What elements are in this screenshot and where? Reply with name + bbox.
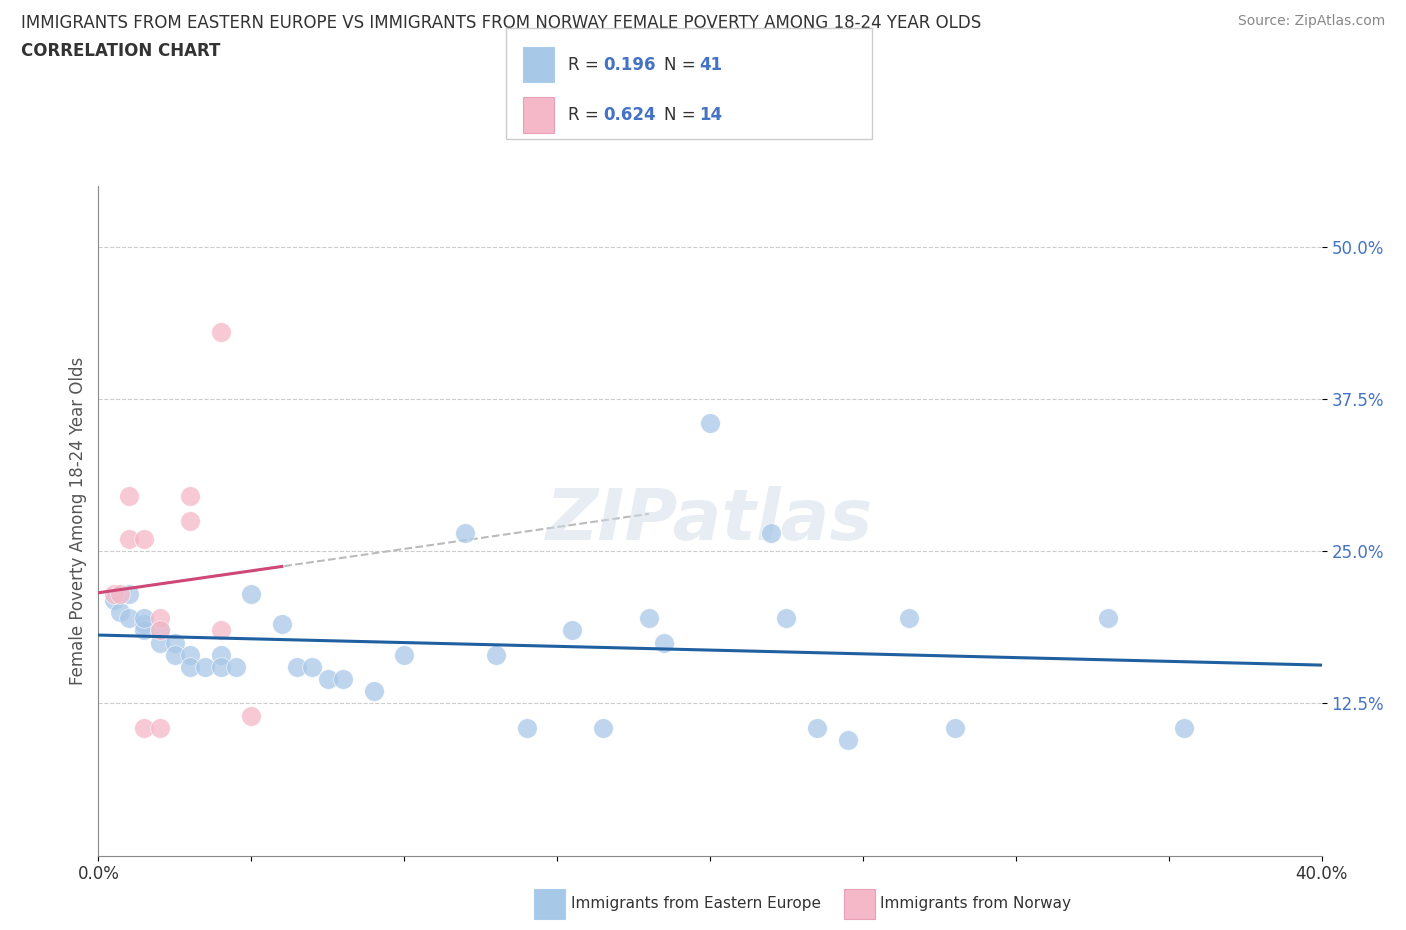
Point	[134, 623, 156, 638]
Point	[285, 659, 308, 674]
Text: IMMIGRANTS FROM EASTERN EUROPE VS IMMIGRANTS FROM NORWAY FEMALE POVERTY AMONG 18: IMMIGRANTS FROM EASTERN EUROPE VS IMMIGR…	[21, 14, 981, 32]
Point	[652, 635, 675, 650]
Point	[806, 721, 828, 736]
Point	[209, 647, 232, 662]
Text: Immigrants from Norway: Immigrants from Norway	[880, 897, 1071, 911]
Point	[837, 733, 859, 748]
Point	[103, 587, 125, 602]
Point	[179, 659, 201, 674]
Point	[209, 325, 232, 339]
Point	[332, 671, 354, 686]
Point	[149, 623, 172, 638]
Point	[897, 611, 920, 626]
Point	[108, 587, 131, 602]
Point	[454, 525, 477, 540]
Point	[149, 721, 172, 736]
Text: R =: R =	[568, 56, 605, 73]
Text: CORRELATION CHART: CORRELATION CHART	[21, 42, 221, 60]
Point	[134, 611, 156, 626]
Point	[316, 671, 339, 686]
Text: 41: 41	[699, 56, 721, 73]
Point	[179, 647, 201, 662]
Text: Immigrants from Eastern Europe: Immigrants from Eastern Europe	[571, 897, 821, 911]
Point	[240, 708, 263, 723]
Point	[163, 635, 186, 650]
Point	[561, 623, 583, 638]
Point	[149, 611, 172, 626]
Y-axis label: Female Poverty Among 18-24 Year Olds: Female Poverty Among 18-24 Year Olds	[69, 357, 87, 684]
Point	[194, 659, 217, 674]
Point	[699, 416, 721, 431]
Point	[1173, 721, 1195, 736]
Point	[363, 684, 385, 698]
Point	[179, 489, 201, 504]
Point	[240, 587, 263, 602]
Point	[118, 611, 141, 626]
Point	[163, 647, 186, 662]
Point	[118, 489, 141, 504]
Point	[516, 721, 538, 736]
Point	[392, 647, 416, 662]
Point	[485, 647, 508, 662]
Point	[301, 659, 323, 674]
Text: 14: 14	[699, 106, 721, 124]
Point	[209, 659, 232, 674]
Point	[270, 617, 292, 631]
Point	[149, 635, 172, 650]
Text: 0.624: 0.624	[603, 106, 655, 124]
Point	[118, 532, 141, 547]
Point	[134, 617, 156, 631]
Point	[179, 513, 201, 528]
Point	[759, 525, 782, 540]
Point	[592, 721, 614, 736]
Point	[225, 659, 247, 674]
Point	[149, 623, 172, 638]
Point	[943, 721, 966, 736]
Text: 0.196: 0.196	[603, 56, 655, 73]
Point	[134, 721, 156, 736]
Point	[209, 623, 232, 638]
Point	[775, 611, 797, 626]
Point	[108, 604, 131, 619]
Text: N =: N =	[664, 56, 700, 73]
Point	[134, 532, 156, 547]
Point	[1097, 611, 1119, 626]
Text: N =: N =	[664, 106, 700, 124]
Point	[637, 611, 661, 626]
Point	[103, 592, 125, 607]
Text: R =: R =	[568, 106, 605, 124]
Text: Source: ZipAtlas.com: Source: ZipAtlas.com	[1237, 14, 1385, 28]
Text: ZIPatlas: ZIPatlas	[547, 486, 873, 555]
Point	[118, 587, 141, 602]
